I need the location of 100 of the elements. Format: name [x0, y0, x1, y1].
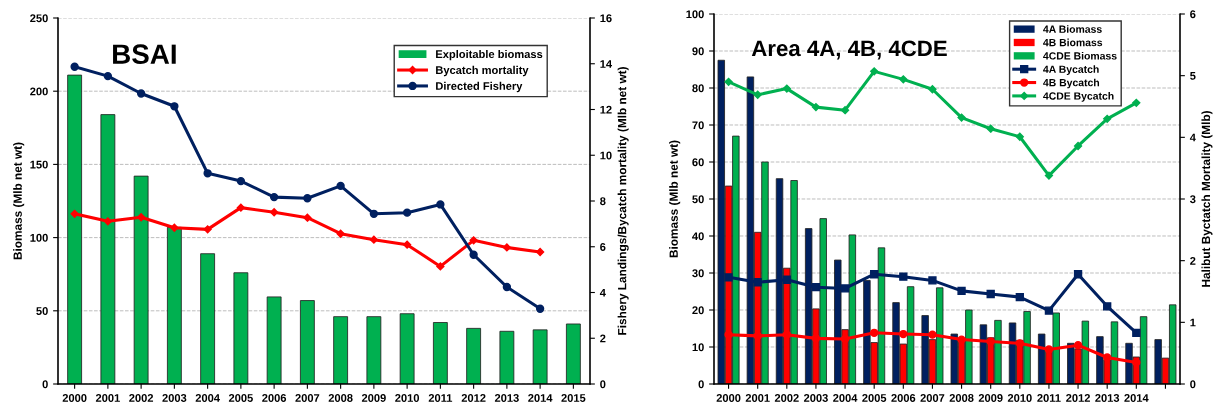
y-tick-label: 150: [30, 160, 48, 169]
legend-label: Bycatch mortality: [436, 65, 529, 77]
x-tick-label: 2010: [395, 394, 420, 402]
x-tick-label: 2009: [978, 394, 1003, 402]
point: [724, 77, 733, 86]
point: [899, 329, 908, 339]
legend-label: 4CDE Biomass: [1043, 51, 1117, 60]
y2-tick-label: 0: [600, 380, 606, 389]
y-tick-label: 0: [42, 380, 48, 389]
x-tick-label: 2010: [1007, 394, 1032, 402]
point: [336, 229, 345, 238]
x-tick-label: 2004: [195, 394, 220, 402]
bar: [266, 296, 282, 384]
y2-tick-label: 4: [599, 288, 606, 297]
point: [136, 89, 146, 98]
point: [986, 289, 995, 299]
point: [986, 124, 995, 133]
bar: [399, 313, 415, 384]
y2-tick-label: 6: [600, 243, 606, 251]
point: [840, 284, 850, 293]
y-tick-label: 20: [692, 306, 704, 315]
x-tick-label: 2008: [949, 394, 974, 402]
y-tick-label: 40: [692, 232, 704, 241]
point: [535, 304, 545, 313]
point: [724, 330, 733, 339]
point: [1015, 132, 1024, 141]
point: [986, 337, 995, 346]
y-tick-label: 90: [692, 47, 704, 56]
y-tick-label: 50: [692, 195, 704, 204]
y-tick-label: 80: [692, 84, 704, 93]
y-axis-title: Biomass (Mlb net wt): [669, 140, 681, 258]
x-tick-label: 2011: [428, 394, 453, 402]
bar: [333, 316, 349, 384]
point: [535, 247, 545, 257]
point: [303, 213, 312, 222]
point: [840, 106, 850, 115]
bar: [166, 226, 182, 384]
text: Area 4A, 4B, 4CDE: [751, 40, 947, 60]
legend-label: 4A Biomass: [1043, 25, 1102, 33]
y2-tick-label: 8: [600, 197, 606, 206]
x-tick-label: 2001: [745, 394, 770, 402]
point: [753, 90, 762, 99]
bar: [499, 330, 515, 384]
point: [957, 335, 966, 344]
y2-tick-label: 4: [1189, 133, 1196, 142]
x-tick-label: 2015: [561, 394, 586, 402]
y-tick-label: 0: [698, 380, 704, 389]
point: [369, 235, 379, 244]
x-tick-label: 2000: [716, 394, 741, 402]
point: [1103, 302, 1112, 311]
bar: [67, 74, 83, 384]
bar: [532, 329, 548, 384]
x-tick-label: 2003: [803, 394, 828, 402]
point: [203, 169, 212, 178]
point: [870, 67, 879, 76]
point: [70, 62, 79, 71]
point: [957, 113, 966, 122]
legend-label: 4B Biomass: [1043, 38, 1103, 47]
point: [928, 276, 937, 285]
x-tick-label: 2014: [528, 394, 553, 402]
y2-axis-title: Halibut Byctatch Mortality (Mlb): [1201, 111, 1213, 287]
y2-tick-label: 12: [600, 105, 612, 114]
point: [136, 213, 146, 222]
y2-tick-label: 14: [600, 60, 613, 68]
point: [269, 208, 279, 217]
point: [469, 236, 478, 245]
bar: [100, 114, 116, 384]
x-tick-label: 2012: [1066, 394, 1090, 402]
point: [236, 176, 246, 186]
text: BSAI: [113, 44, 176, 65]
point: [70, 209, 79, 218]
point: [957, 286, 966, 296]
y2-tick-label: 2: [1190, 256, 1196, 265]
point: [469, 250, 478, 259]
x-tick-label: 2008: [328, 394, 353, 402]
bar: [133, 175, 149, 384]
y-tick-label: 30: [692, 269, 704, 278]
point: [502, 282, 512, 292]
point: [303, 194, 312, 203]
x-tick-label: 2002: [129, 394, 154, 402]
point: [782, 84, 791, 93]
legend-label: 4B Bycatch: [1043, 78, 1100, 89]
x-tick-label: 2001: [95, 394, 120, 402]
x-tick-label: 2005: [228, 394, 253, 402]
point: [1073, 270, 1083, 279]
point: [269, 192, 279, 202]
point: [402, 240, 412, 249]
y-tick-label: 10: [692, 343, 704, 352]
point: [170, 102, 179, 111]
point: [170, 223, 179, 232]
point: [1073, 340, 1083, 350]
point: [870, 270, 879, 279]
point: [1103, 353, 1112, 362]
y-tick-label: 100: [686, 10, 704, 19]
x-tick-label: 2013: [1095, 394, 1120, 402]
x-tick-label: 2002: [774, 394, 799, 402]
point: [753, 278, 762, 287]
point: [1073, 141, 1083, 151]
point: [870, 328, 879, 337]
x-tick-label: 2007: [920, 394, 945, 402]
